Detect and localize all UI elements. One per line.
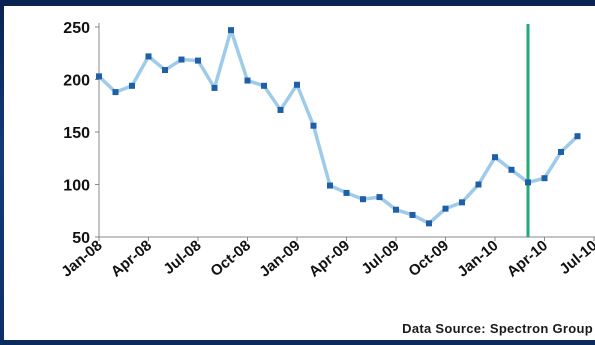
data-point	[162, 67, 168, 74]
data-point	[129, 82, 135, 89]
data-point	[426, 220, 432, 227]
x-tick-label: Jul-08	[160, 237, 204, 278]
data-point	[261, 82, 267, 89]
data-point	[409, 211, 416, 218]
data-point	[541, 175, 548, 182]
data-point	[492, 154, 498, 161]
y-tick-label: 150	[63, 125, 90, 142]
data-point	[145, 53, 152, 60]
data-point	[376, 194, 383, 201]
y-tick-label: 200	[63, 73, 90, 90]
data-point	[574, 133, 581, 140]
x-tick-label: Jul-09	[358, 237, 402, 278]
series-line	[97, 28, 579, 226]
y-tick-label: 50	[72, 230, 90, 247]
data-source-note: Data Source: Spectron Group	[402, 321, 593, 336]
data-point	[244, 77, 251, 84]
data-point	[178, 56, 185, 63]
data-point	[228, 27, 234, 34]
data-point	[343, 189, 350, 196]
chart-panel: 50 100 150 200 250 Jan-08 Apr-08 Jul-08 Oct-08 Ja…	[4, 6, 595, 340]
data-point	[277, 106, 284, 113]
data-point	[112, 89, 119, 96]
data-point	[294, 81, 300, 88]
x-tick-label: Apr-08	[108, 237, 155, 281]
data-point	[525, 179, 531, 186]
x-tick-label: Oct-08	[207, 237, 254, 280]
data-point	[558, 148, 564, 155]
data-point	[442, 205, 449, 212]
data-point	[195, 57, 201, 64]
x-tick-label: Jan-10	[454, 237, 501, 281]
y-tick-label: 250	[63, 20, 90, 37]
x-tick-label: Apr-10	[504, 237, 551, 281]
data-point	[459, 199, 465, 206]
data-point	[360, 196, 366, 203]
x-tick-label: Apr-09	[306, 237, 353, 281]
data-point	[475, 181, 482, 188]
data-point	[508, 166, 515, 173]
x-tick-label: Jan-09	[256, 237, 303, 281]
data-point	[96, 73, 102, 80]
data-point	[310, 122, 317, 129]
data-point	[327, 182, 333, 189]
x-tick-label: Jul-10	[556, 237, 595, 278]
y-tick-label: 100	[63, 178, 90, 195]
data-point	[393, 206, 399, 213]
data-point	[211, 84, 218, 91]
x-tick-label: Oct-09	[405, 237, 452, 280]
